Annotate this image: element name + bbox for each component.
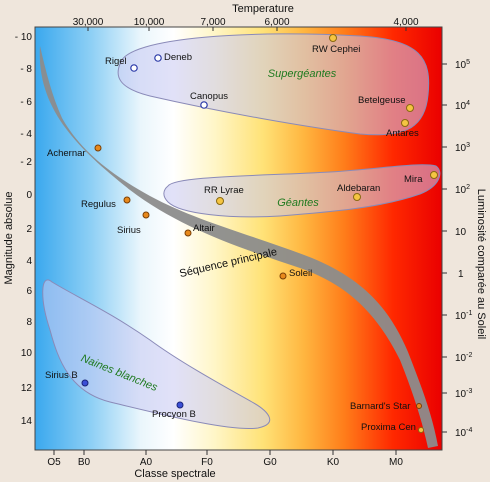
right-tick-label: 102 — [455, 184, 470, 196]
star-label: RR Lyrae — [204, 185, 244, 196]
star-marker — [401, 119, 409, 127]
white-dwarfs-region — [42, 279, 271, 430]
left-tick-label: 14 — [21, 416, 33, 427]
star-label: Aldebaran — [337, 183, 380, 194]
star-label: Soleil — [289, 268, 312, 279]
plot-frame — [34, 26, 443, 451]
bottom-tick-label: M0 — [389, 457, 403, 468]
left-tick-label: 0 — [26, 190, 32, 201]
star-label: Betelgeuse — [358, 95, 406, 106]
bottom-tick-label: O5 — [47, 457, 61, 468]
star-label: Altair — [193, 223, 215, 234]
star-label: Canopus — [190, 91, 228, 102]
star-marker — [154, 54, 162, 62]
top-axis-title: Temperature — [232, 3, 294, 15]
giants-label: Géantes — [277, 197, 319, 209]
right-axis: 105 104 103 102 10 1 10-1 10-2 10-3 10-4… — [442, 59, 487, 439]
star-marker — [81, 379, 89, 387]
top-axis: Temperature 30,000 10,000 7,000 6,000 4,… — [73, 3, 419, 31]
star-marker — [94, 144, 102, 152]
right-tick-label: 10-1 — [455, 310, 472, 322]
bottom-tick-label: K0 — [327, 457, 340, 468]
right-tick-label: 104 — [455, 100, 470, 112]
star-marker — [130, 64, 138, 72]
right-tick-label: 10-2 — [455, 352, 472, 364]
star-marker — [430, 171, 438, 179]
star-label: Barnard's Star — [350, 401, 410, 412]
top-tick-label: 30,000 — [73, 17, 104, 28]
left-tick-label: 2 — [26, 224, 32, 235]
star-label: Deneb — [164, 52, 192, 63]
bottom-tick-label: G0 — [263, 457, 277, 468]
left-tick-label: - 2 — [20, 157, 32, 168]
supergiants-region — [117, 33, 430, 136]
star-marker — [216, 197, 224, 205]
top-tick-label: 6,000 — [264, 17, 289, 28]
bottom-tick-label: A0 — [140, 457, 153, 468]
supergiants-label: Supergéantes — [268, 68, 337, 80]
star-label: RW Cephei — [312, 44, 360, 55]
left-tick-label: - 4 — [20, 129, 32, 140]
star-label: Sirius — [117, 225, 141, 236]
left-tick-label: 4 — [26, 256, 32, 267]
star-marker — [176, 401, 184, 409]
stars: Rigel Deneb RW Cephei Canopus Betelgeuse… — [45, 34, 438, 433]
right-tick-label: 1 — [458, 269, 464, 280]
star-label: Regulus — [81, 199, 116, 210]
top-tick-label: 7,000 — [200, 17, 225, 28]
star-label: Proxima Cen — [361, 422, 416, 433]
right-axis-title: Luminosité comparée au Soleil — [475, 189, 487, 339]
star-marker — [418, 427, 424, 433]
left-axis-title: Magnitude absolue — [3, 192, 15, 285]
right-tick-label: 105 — [455, 59, 470, 71]
left-tick-label: 6 — [26, 286, 32, 297]
star-marker — [279, 272, 287, 280]
star-marker — [416, 403, 422, 409]
top-tick-label: 4,000 — [393, 17, 418, 28]
star-label: Sirius B — [45, 370, 78, 381]
left-tick-label: 10 — [21, 348, 33, 359]
star-label: Achernar — [47, 148, 86, 159]
left-tick-label: 8 — [26, 317, 32, 328]
star-label: Procyon B — [152, 409, 196, 420]
left-tick-label: - 8 — [20, 64, 32, 75]
star-marker — [406, 104, 414, 112]
bottom-axis-title: Classe spectrale — [134, 468, 215, 480]
star-marker — [142, 211, 150, 219]
right-tick-label: 10-4 — [455, 427, 472, 439]
star-marker — [184, 229, 192, 237]
star-label: Rigel — [105, 56, 127, 67]
bottom-axis: O5 B0 A0 F0 G0 K0 M0 Classe spectrale — [47, 450, 403, 480]
bottom-tick-label: F0 — [201, 457, 213, 468]
top-tick-label: 10,000 — [134, 17, 165, 28]
right-tick-label: 10-3 — [455, 388, 472, 400]
star-label: Mira — [404, 174, 423, 185]
star-marker — [200, 101, 208, 109]
bottom-tick-label: B0 — [78, 457, 91, 468]
star-marker — [329, 34, 337, 42]
left-tick-label: - 6 — [20, 97, 32, 108]
left-axis: Magnitude absolue - 10 - 8 - 6 - 4 - 2 0… — [3, 32, 32, 427]
right-tick-label: 103 — [455, 142, 470, 154]
left-tick-label: - 10 — [15, 32, 33, 43]
star-label: Antares — [386, 128, 419, 139]
star-marker — [123, 196, 131, 204]
right-tick-label: 10 — [455, 227, 467, 238]
left-tick-label: 12 — [21, 383, 33, 394]
giants-region — [163, 164, 441, 218]
star-marker — [353, 193, 361, 201]
